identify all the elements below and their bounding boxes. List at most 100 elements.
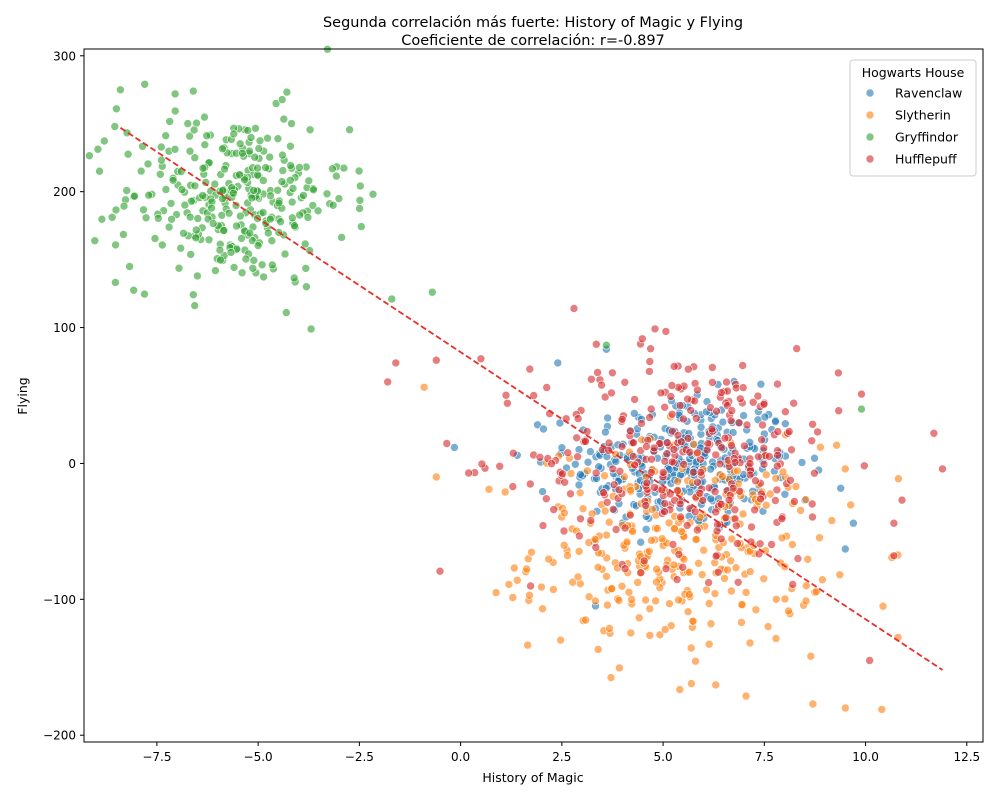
x-tick-label: 7.5: [755, 750, 774, 764]
data-point: [573, 452, 582, 462]
data-point: [477, 459, 487, 469]
data-point: [637, 334, 647, 344]
data-point: [761, 470, 771, 480]
data-point: [683, 394, 692, 404]
data-point: [811, 587, 821, 597]
data-point: [672, 575, 682, 584]
data-point: [218, 144, 227, 154]
data-point: [607, 388, 616, 398]
data-point: [557, 443, 567, 453]
data-point: [789, 398, 799, 408]
series-gryffindor: [85, 44, 866, 414]
data-point: [652, 577, 661, 587]
data-point: [761, 500, 771, 510]
data-point: [111, 278, 120, 287]
data-point: [600, 471, 609, 481]
data-point: [215, 245, 225, 255]
data-point: [185, 212, 195, 222]
data-point: [249, 186, 258, 195]
data-point: [645, 604, 655, 614]
data-point: [737, 600, 747, 609]
data-point: [807, 436, 817, 446]
data-point: [673, 486, 682, 495]
data-point: [667, 381, 677, 390]
x-tick-label: 2.5: [552, 750, 571, 764]
x-tick-label: 5.0: [654, 750, 673, 764]
data-point: [508, 593, 518, 602]
data-point: [627, 595, 636, 604]
data-point: [574, 480, 584, 490]
data-point: [790, 497, 799, 506]
data-point: [706, 619, 716, 629]
data-point: [807, 499, 817, 509]
data-point: [757, 435, 766, 445]
data-point: [660, 625, 670, 634]
data-point: [154, 214, 163, 223]
data-point: [710, 475, 720, 485]
data-point: [716, 388, 726, 397]
data-point: [600, 506, 610, 516]
data-point: [679, 414, 688, 424]
data-point: [720, 574, 729, 583]
data-point: [693, 477, 702, 487]
data-point: [707, 424, 717, 434]
data-point: [566, 489, 575, 499]
data-point: [306, 324, 316, 334]
data-point: [391, 358, 401, 368]
data-point: [240, 175, 249, 185]
data-point: [642, 478, 652, 488]
data-point: [660, 499, 670, 508]
data-point: [803, 554, 813, 564]
data-point: [660, 402, 670, 412]
data-point: [704, 599, 714, 608]
data-point: [827, 516, 837, 525]
data-point: [355, 181, 365, 191]
data-point: [189, 290, 198, 300]
data-point: [624, 587, 634, 597]
data-point: [549, 585, 558, 594]
data-point: [723, 565, 732, 575]
data-point: [259, 176, 268, 185]
x-axis: −7.5 −5.0 −2.5 0.0 2.5 5.0 7.5 10.0 12.5: [142, 742, 980, 764]
legend: Hogwarts House Ravenclaw Slytherin Gryffin…: [849, 59, 977, 177]
data-point: [756, 379, 766, 389]
data-point: [176, 243, 185, 253]
y-axis-label: Flying: [15, 377, 30, 414]
data-point: [607, 584, 617, 594]
data-point: [656, 388, 666, 398]
data-point: [662, 438, 672, 448]
data-point: [658, 468, 668, 477]
data-point: [668, 540, 678, 549]
data-point: [877, 705, 887, 714]
data-point: [208, 219, 218, 228]
data-point: [581, 615, 590, 625]
data-point: [253, 241, 263, 250]
data-point: [257, 260, 267, 270]
data-point: [808, 419, 817, 429]
y-tick-label: 0: [68, 457, 76, 471]
data-point: [771, 417, 780, 426]
data-point: [801, 581, 811, 591]
data-point: [273, 186, 283, 195]
data-point: [356, 222, 366, 231]
data-point: [295, 163, 304, 172]
data-point: [236, 211, 245, 221]
data-point: [629, 409, 639, 418]
data-point: [288, 184, 298, 193]
data-point: [608, 368, 617, 378]
data-point: [688, 468, 698, 477]
data-point: [253, 163, 262, 173]
data-point: [584, 592, 594, 602]
data-point: [533, 420, 542, 430]
data-point: [720, 433, 730, 443]
data-point: [692, 525, 702, 535]
legend-marker: [865, 88, 875, 98]
data-point: [636, 537, 646, 547]
data-point: [431, 355, 441, 365]
legend-marker: [865, 110, 875, 120]
data-point: [602, 340, 611, 350]
data-point: [309, 185, 318, 195]
data-point: [641, 524, 651, 534]
data-point: [295, 210, 304, 220]
data-point: [704, 578, 713, 587]
